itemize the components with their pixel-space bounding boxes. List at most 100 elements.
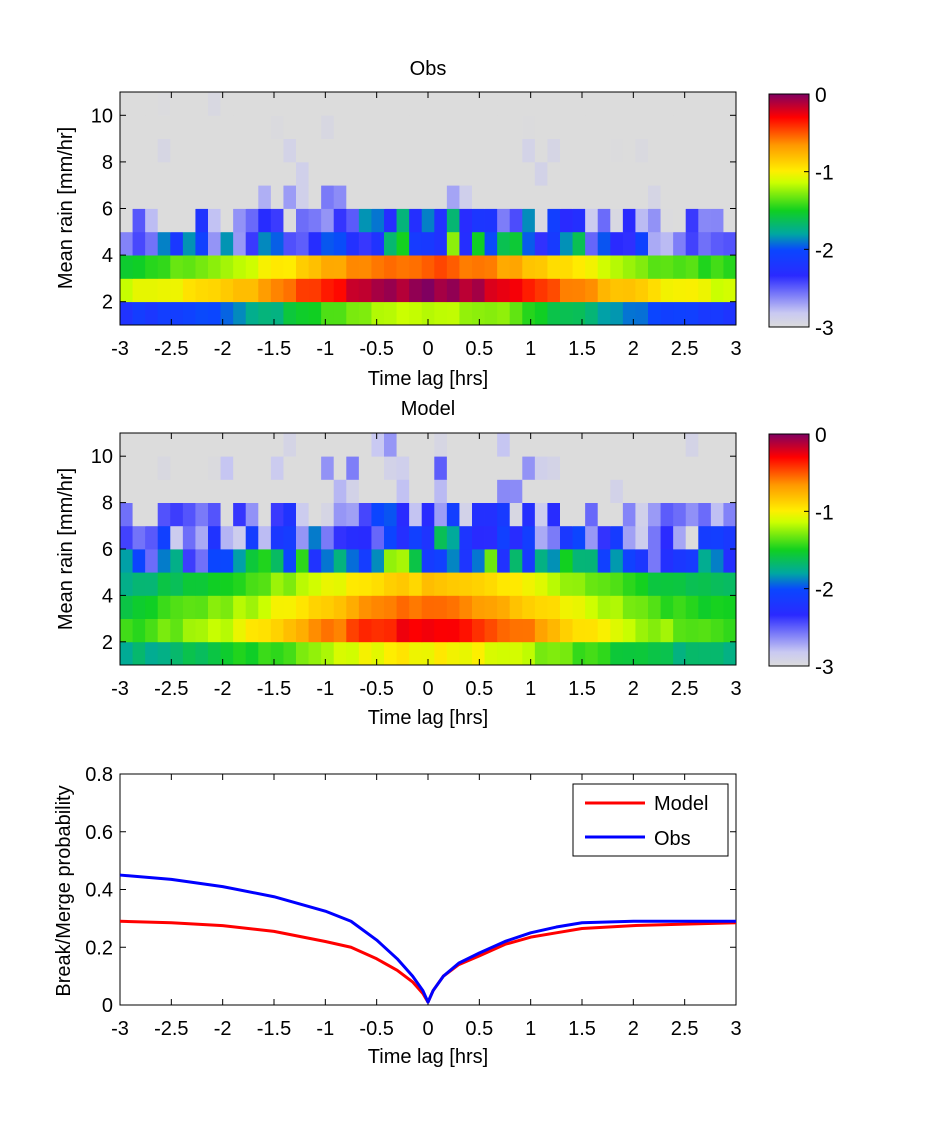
heatmap-cell [157, 301, 171, 326]
heatmap-cell [509, 618, 523, 643]
heatmap-cell [434, 161, 448, 186]
heatmap-cell [132, 433, 146, 457]
x-tick-label: -1 [316, 678, 334, 700]
probability-panel: -3 -2.5 -2 -1.5 -1 -0.5 0 0.5 1 1.5 2 2.5 3 0 0.2 0.4 0.… [53, 764, 742, 1068]
x-tick-label: 1 [525, 1018, 536, 1040]
heatmap-cell [120, 433, 133, 457]
heatmap-cell [182, 185, 196, 209]
heatmap-cell [698, 231, 712, 256]
heatmap-cell [157, 231, 171, 256]
heatmap-cell [195, 92, 209, 116]
heatmap-cell [585, 456, 599, 480]
heatmap-cell [648, 138, 661, 163]
heatmap-cell [610, 525, 624, 550]
heatmap-cell [371, 595, 385, 619]
heatmap-cell [446, 595, 460, 619]
heatmap-cell [308, 641, 322, 666]
heatmap-cell [434, 572, 448, 596]
heatmap-cell [195, 525, 209, 550]
x-tick-label: -2 [214, 678, 232, 700]
heatmap-cell [384, 433, 397, 457]
heatmap-cell [673, 161, 687, 186]
heatmap-cell [497, 231, 511, 256]
heatmap-cell [648, 502, 661, 527]
heatmap-cell [371, 115, 385, 139]
heatmap-cell [560, 231, 573, 256]
heatmap-cell [333, 185, 347, 209]
obs-heatmap-cells [120, 92, 737, 326]
heatmap-cell [648, 433, 661, 457]
heatmap-cell [358, 433, 372, 457]
y-tick-label: 6 [102, 539, 113, 561]
heatmap-cell [622, 456, 636, 480]
model-heatmap-cells [120, 433, 737, 666]
heatmap-cell [572, 549, 586, 573]
heatmap-cell [220, 208, 234, 233]
heatmap-cell [321, 208, 335, 233]
heatmap-cell [283, 231, 297, 256]
heatmap-cell [472, 549, 485, 573]
heatmap-cell [170, 92, 184, 116]
model-axes: -3 -2.5 -2 -1.5 -1 -0.5 0 0.5 1 1.5 2 2.5 3 2 4 6 8 10 [91, 433, 742, 700]
heatmap-cell [308, 479, 322, 503]
heatmap-cell [283, 456, 297, 480]
heatmap-cell [585, 208, 599, 233]
heatmap-cell [534, 618, 548, 643]
heatmap-cell [446, 278, 460, 303]
heatmap-cell [396, 618, 410, 643]
heatmap-cell [685, 595, 699, 619]
x-tick-label: -1 [316, 338, 334, 360]
heatmap-cell [333, 618, 347, 643]
heatmap-cell [446, 208, 460, 233]
x-tick-label: -0.5 [359, 338, 393, 360]
heatmap-cell [409, 479, 423, 503]
model-title: Model [401, 398, 455, 420]
line-ylabel: Break/Merge probability [53, 785, 75, 996]
heatmap-cell [572, 456, 586, 480]
heatmap-cell [685, 502, 699, 527]
heatmap-cell [333, 549, 347, 573]
heatmap-cell [610, 572, 624, 596]
heatmap-cell [208, 92, 221, 116]
heatmap-cell [547, 618, 561, 643]
heatmap-cell [296, 138, 309, 163]
heatmap-cell [358, 641, 372, 666]
heatmap-cell [446, 572, 460, 596]
heatmap-cell [182, 161, 196, 186]
heatmap-cell [245, 456, 259, 480]
heatmap-cell [182, 572, 196, 596]
heatmap-cell [698, 433, 712, 457]
heatmap-cell [245, 502, 259, 527]
heatmap-cell [635, 161, 649, 186]
obs-panel: Obs -3 -2.5 -2 -1.5 -1 -0.5 0 0.5 1 1.5 2 2.5 3 2 4 6 8 1… [55, 58, 834, 390]
heatmap-cell [685, 618, 699, 643]
heatmap-cell [497, 525, 511, 550]
heatmap-cell [170, 185, 184, 209]
heatmap-cell [283, 525, 297, 550]
heatmap-cell [270, 595, 284, 619]
colorbar-tick-label: -3 [815, 317, 834, 340]
heatmap-cell [145, 479, 159, 503]
heatmap-cell [195, 255, 209, 279]
heatmap-cell [472, 456, 485, 480]
heatmap-cell [660, 161, 674, 186]
heatmap-cell [358, 549, 372, 573]
heatmap-cell [572, 92, 586, 116]
heatmap-cell [509, 549, 523, 573]
heatmap-cell [459, 525, 473, 550]
heatmap-cell [635, 641, 649, 666]
heatmap-cell [585, 595, 599, 619]
heatmap-cell [308, 502, 322, 527]
x-tick-label: 3 [730, 338, 741, 360]
heatmap-cell [283, 641, 297, 666]
heatmap-cell [409, 161, 423, 186]
heatmap-cell [120, 92, 133, 116]
heatmap-cell [421, 595, 435, 619]
heatmap-cell [132, 278, 146, 303]
heatmap-cell [622, 433, 636, 457]
heatmap-cell [384, 115, 397, 139]
heatmap-cell [660, 502, 674, 527]
heatmap-cell [622, 138, 636, 163]
heatmap-cell [698, 595, 712, 619]
heatmap-cell [472, 525, 485, 550]
